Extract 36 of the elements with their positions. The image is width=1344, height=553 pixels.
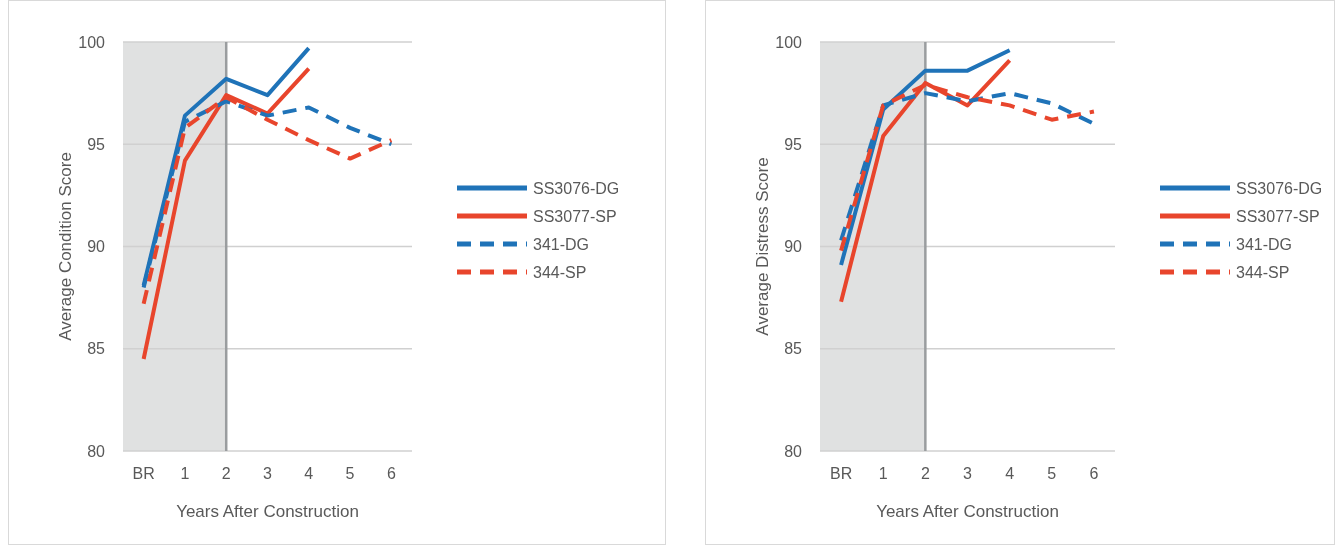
x-axis-title: Years After Construction	[876, 502, 1059, 521]
legend-label: SS3076-DG	[533, 179, 620, 197]
x-tick-label: 4	[1005, 465, 1015, 482]
x-tick-label: BR	[132, 465, 155, 482]
legend-label: 344-SP	[533, 263, 587, 281]
x-axis-title: Years After Construction	[176, 502, 359, 521]
x-tick-label: 5	[1047, 465, 1057, 482]
legend-label: 344-SP	[1236, 263, 1290, 281]
x-tick-label: 1	[180, 465, 190, 482]
x-tick-label: 2	[221, 465, 231, 482]
x-tick-label: 6	[386, 465, 396, 482]
x-tick-label: 4	[304, 465, 314, 482]
x-tick-label: 6	[1089, 465, 1099, 482]
y-tick-label: 95	[784, 135, 803, 153]
x-tick-label: 2	[920, 465, 930, 482]
y-axis-title: Average Distress Score	[753, 157, 772, 336]
x-tick-label: 3	[963, 465, 973, 482]
y-tick-label: 100	[78, 33, 106, 51]
y-tick-label: 80	[87, 442, 106, 460]
y-tick-label: 100	[775, 33, 803, 51]
x-tick-label: BR	[829, 465, 853, 482]
x-tick-label: 5	[345, 465, 355, 482]
y-tick-label: 85	[784, 340, 803, 358]
y-axis-title: Average Condition Score	[56, 152, 75, 341]
x-tick-label: 1	[878, 465, 888, 482]
y-tick-label: 85	[87, 340, 106, 358]
x-tick-label: 3	[263, 465, 273, 482]
legend-label: SS3077-SP	[533, 207, 617, 225]
y-tick-label: 95	[87, 135, 106, 153]
y-tick-label: 80	[784, 442, 803, 460]
legend-label: SS3077-SP	[1236, 207, 1320, 225]
y-tick-label: 90	[784, 238, 803, 256]
y-tick-label: 90	[87, 238, 106, 256]
legend-label: 341-DG	[533, 235, 590, 253]
legend-label: SS3076-DG	[1236, 179, 1323, 197]
legend-label: 341-DG	[1236, 235, 1293, 253]
